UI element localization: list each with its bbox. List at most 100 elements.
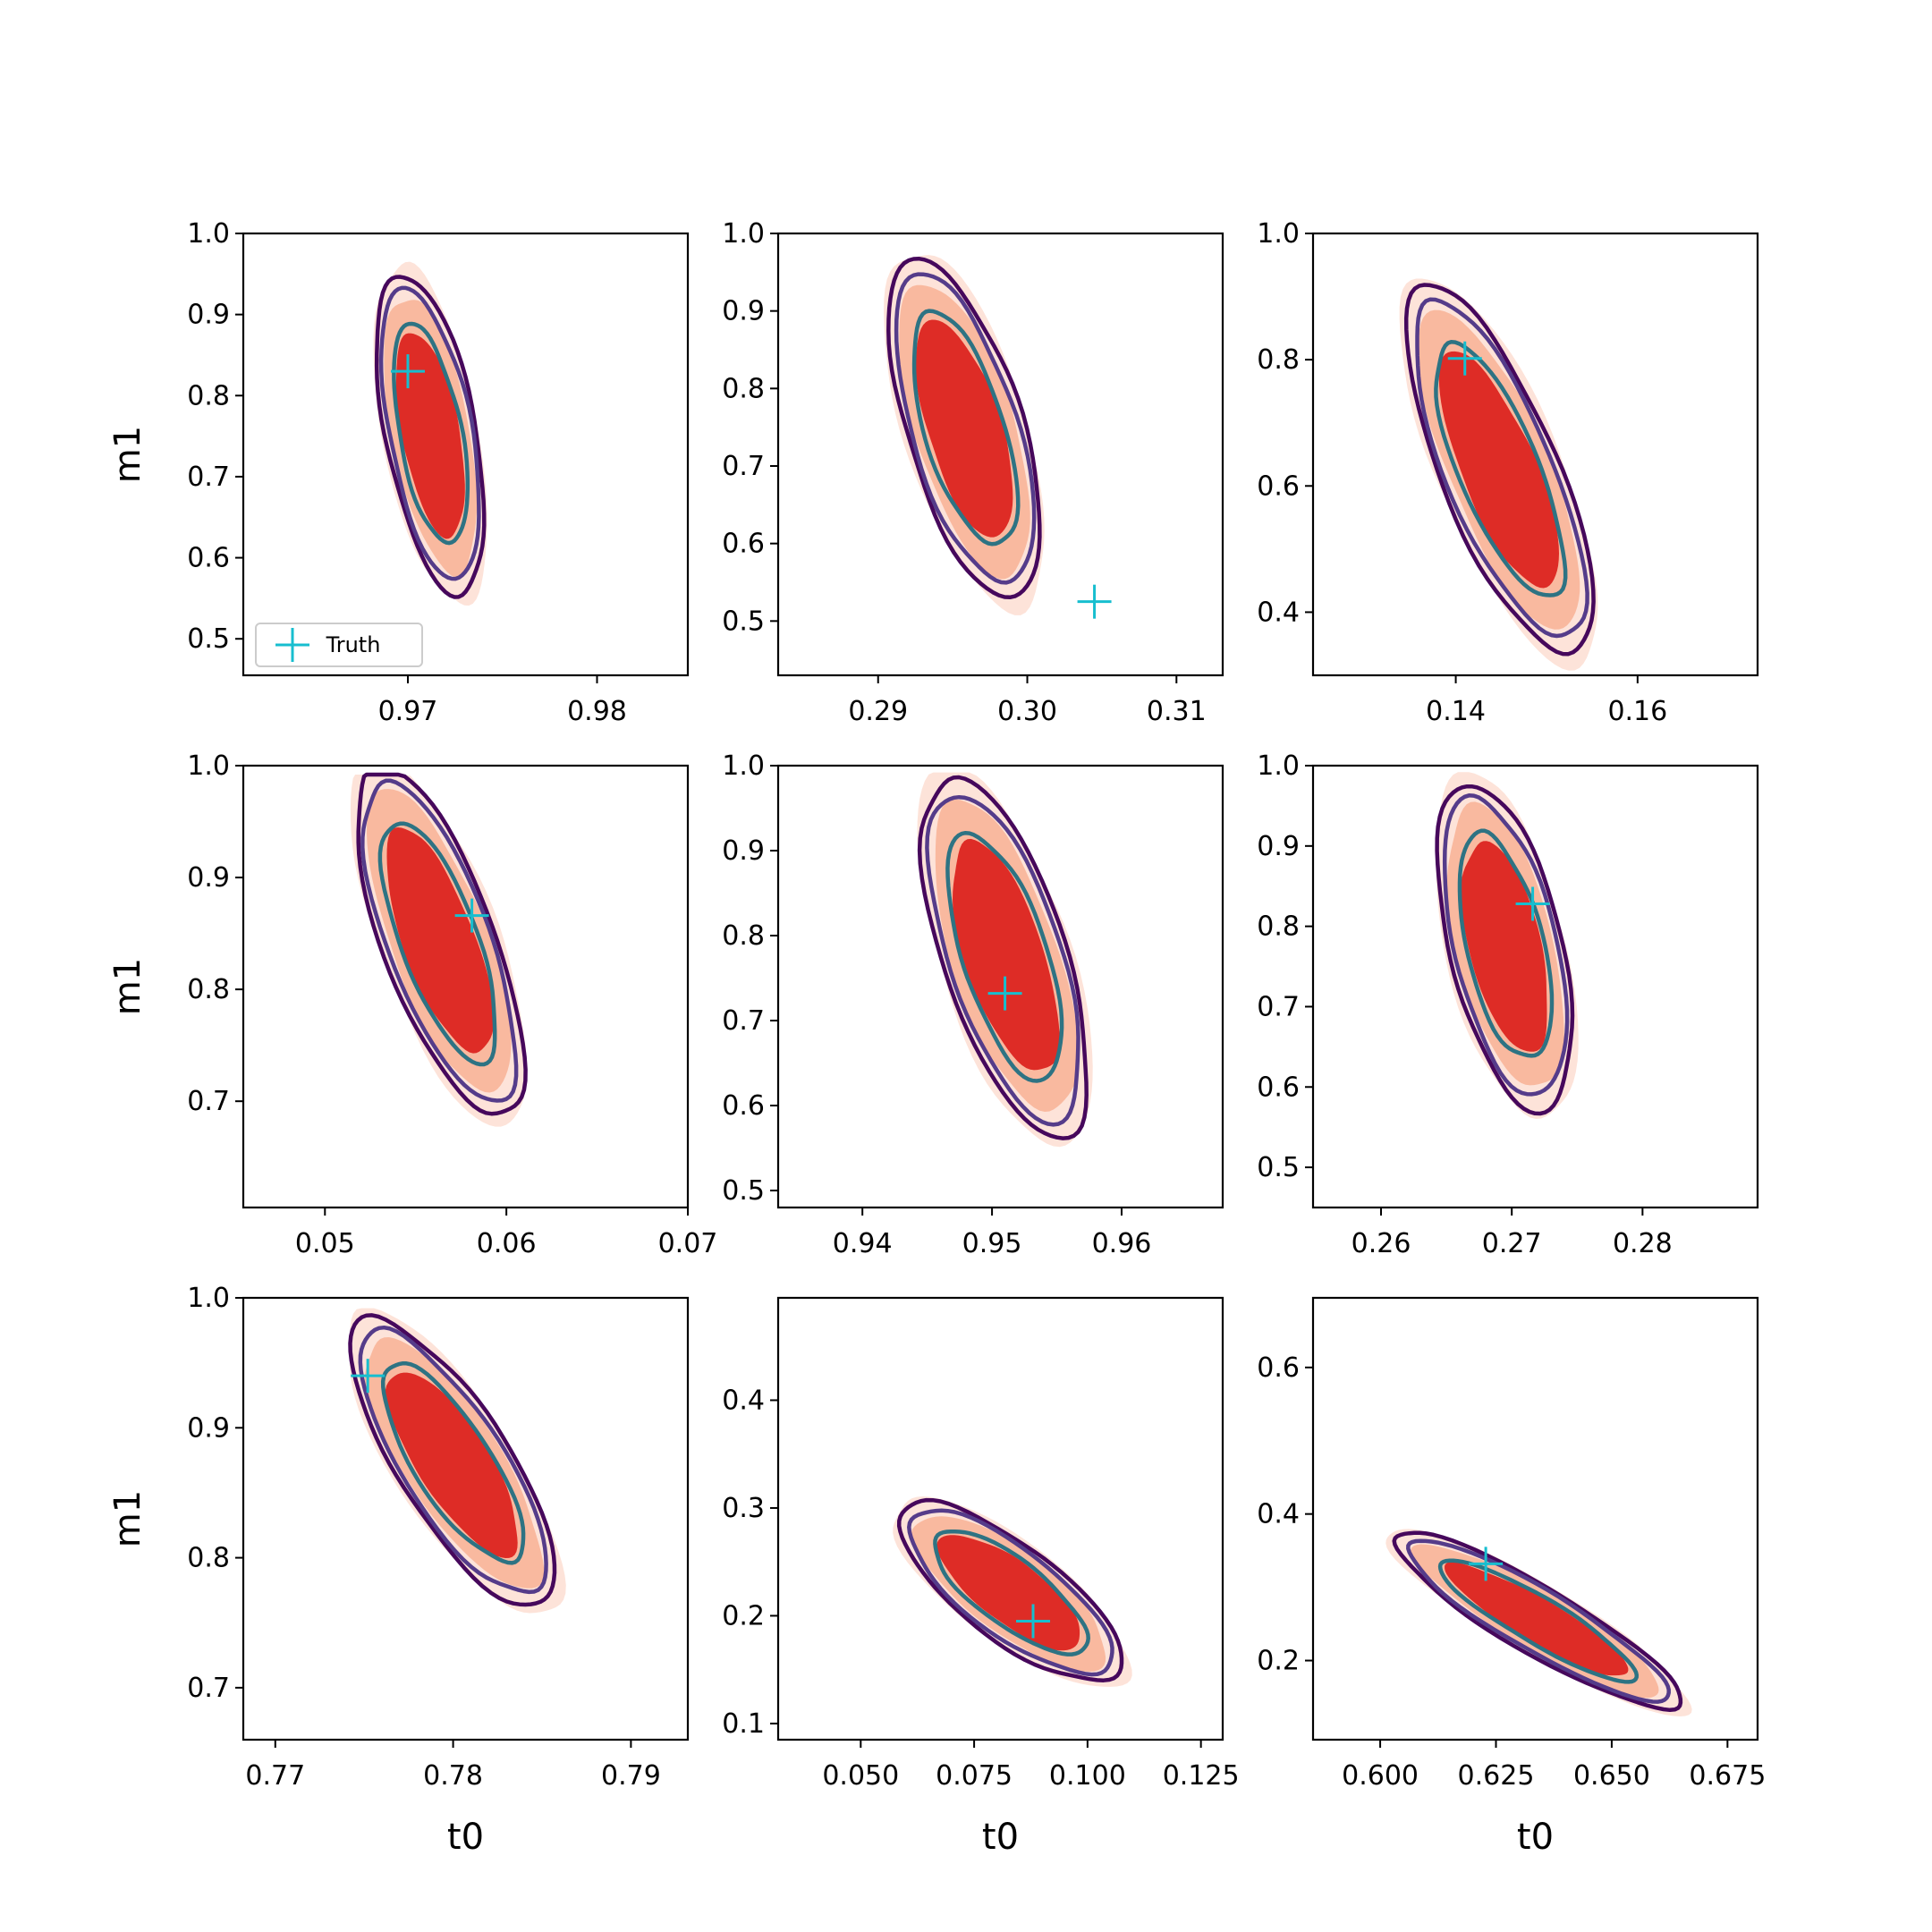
x-tick-label: 0.95 <box>962 1228 1022 1259</box>
y-tick-label: 1.0 <box>187 750 230 782</box>
axes-frame <box>1311 1296 1759 1741</box>
x-tick-label: 0.29 <box>848 696 908 727</box>
contour-line-mid <box>925 794 1080 1127</box>
x-tick-label: 0.050 <box>822 1760 899 1792</box>
x-tick-label: 0.28 <box>1613 1228 1673 1259</box>
y-tick-label: 0.4 <box>722 1385 765 1416</box>
y-tick-label: 0.3 <box>722 1493 765 1524</box>
contour-line-mid <box>907 1508 1114 1677</box>
contour-line-outer <box>374 275 487 599</box>
y-tick-label: 0.2 <box>1257 1646 1300 1677</box>
y-tick-label: 1.0 <box>722 750 765 782</box>
x-tick-label: 0.075 <box>936 1760 1013 1792</box>
y-tick-label: 0.6 <box>722 1090 765 1122</box>
y-tick-label: 0.6 <box>722 529 765 560</box>
axes-frame <box>242 764 690 1209</box>
y-tick-label: 0.8 <box>187 380 230 411</box>
y-tick-label: 0.6 <box>1257 1072 1300 1103</box>
plot-area <box>1399 278 1598 671</box>
y-axis-label: m1 <box>107 426 148 483</box>
x-tick-label: 0.31 <box>1147 696 1207 727</box>
posterior-fill-inner <box>1445 1562 1629 1676</box>
y-tick-label: 0.4 <box>1257 1499 1300 1530</box>
y-tick-label: 0.8 <box>1257 344 1300 376</box>
plot-area <box>373 261 487 606</box>
y-tick-label: 0.4 <box>1257 597 1300 628</box>
y-tick-label: 1.0 <box>187 218 230 250</box>
y-tick-label: 1.0 <box>722 218 765 250</box>
y-tick-label: 0.7 <box>187 1673 230 1704</box>
panel-4: 0.05 0.06 0.07 0.7 0.8 0.9 1.0 m1 <box>107 750 717 1259</box>
contour-line-outer <box>1403 283 1596 657</box>
y-tick-label: 0.8 <box>1257 911 1300 943</box>
axes-frame <box>776 1296 1224 1741</box>
y-tick-label: 0.5 <box>1257 1152 1300 1183</box>
contour-line-inner <box>377 821 497 1067</box>
plot-area <box>348 1308 566 1614</box>
axes-frame <box>776 232 1224 677</box>
y-tick-label: 0.7 <box>722 451 765 482</box>
panel-2: 0.29 0.30 0.31 0.5 0.6 0.7 0.8 0.9 1.0 <box>722 218 1224 727</box>
axes-frame <box>776 764 1224 1209</box>
y-tick-label: 0.8 <box>187 1543 230 1574</box>
contour-line-outer <box>348 1313 557 1607</box>
x-tick-label: 0.625 <box>1458 1760 1535 1792</box>
panel-7: 0.77 0.78 0.79 0.7 0.8 0.9 1.0 t0 m1 <box>107 1283 690 1858</box>
x-tick-label: 0.16 <box>1607 696 1667 727</box>
contour-line-mid <box>1415 297 1589 639</box>
contour-line-mid <box>360 778 519 1103</box>
panel-8: 0.050 0.075 0.100 0.125 0.1 0.2 0.3 0.4 t0 <box>722 1296 1240 1858</box>
contour-line-outer <box>1392 1530 1683 1713</box>
contour-line-outer <box>896 1497 1124 1682</box>
contour-line-outer <box>356 772 528 1116</box>
legend-label: Truth <box>326 632 381 657</box>
posterior-fill-inner <box>385 1372 518 1558</box>
x-tick-label: 0.98 <box>567 696 627 727</box>
y-tick-label: 0.9 <box>722 296 765 327</box>
plot-area <box>1435 772 1579 1119</box>
y-tick-label: 0.8 <box>722 920 765 952</box>
y-tick-label: 0.9 <box>187 862 230 894</box>
y-axis-label: m1 <box>107 958 148 1015</box>
x-axis-label: t0 <box>1517 1817 1554 1858</box>
y-tick-label: 0.7 <box>722 1005 765 1037</box>
plot-area <box>884 255 1045 615</box>
x-tick-label: 0.100 <box>1049 1760 1126 1792</box>
x-tick-label: 0.94 <box>833 1228 893 1259</box>
plot-area <box>893 1496 1132 1687</box>
contour-line-inner <box>911 309 1021 547</box>
x-tick-label: 0.14 <box>1426 696 1486 727</box>
panel-3: 0.14 0.16 0.4 0.6 0.8 1.0 <box>1257 218 1759 727</box>
legend-box <box>255 623 423 667</box>
axes-frame <box>1311 232 1759 677</box>
plot-area <box>350 772 528 1127</box>
y-tick-label: 0.7 <box>187 1086 230 1117</box>
x-tick-label: 0.78 <box>423 1760 483 1792</box>
contour-line-inner <box>392 321 470 546</box>
posterior-fill-inner <box>1460 841 1547 1052</box>
posterior-fill-inner <box>953 838 1060 1071</box>
y-tick-label: 0.7 <box>187 462 230 493</box>
panel-6: 0.26 0.27 0.28 0.5 0.6 0.7 0.8 0.9 1.0 <box>1257 750 1759 1259</box>
contour-line-mid <box>358 1325 548 1595</box>
x-axis-label: t0 <box>447 1817 484 1858</box>
axes-frame <box>242 1296 690 1741</box>
x-tick-label: 0.125 <box>1163 1760 1240 1792</box>
contour-line-mid <box>894 272 1037 585</box>
x-tick-label: 0.27 <box>1482 1228 1542 1259</box>
y-tick-label: 1.0 <box>1257 218 1300 250</box>
axes-frame <box>1311 764 1759 1209</box>
y-tick-label: 0.9 <box>187 300 230 331</box>
contour-line-inner <box>933 1529 1090 1657</box>
contour-line-mid <box>378 285 481 581</box>
y-tick-label: 0.1 <box>722 1708 765 1740</box>
x-tick-label: 0.650 <box>1573 1760 1650 1792</box>
x-axis-label: t0 <box>982 1817 1019 1858</box>
y-tick-label: 0.2 <box>722 1600 765 1631</box>
y-tick-label: 0.6 <box>1257 1352 1300 1384</box>
contour-line-inner <box>945 830 1064 1083</box>
panel-5: 0.94 0.95 0.96 0.5 0.6 0.7 0.8 0.9 1.0 <box>722 750 1224 1259</box>
x-tick-label: 0.07 <box>658 1228 718 1259</box>
y-tick-label: 0.9 <box>722 835 765 867</box>
